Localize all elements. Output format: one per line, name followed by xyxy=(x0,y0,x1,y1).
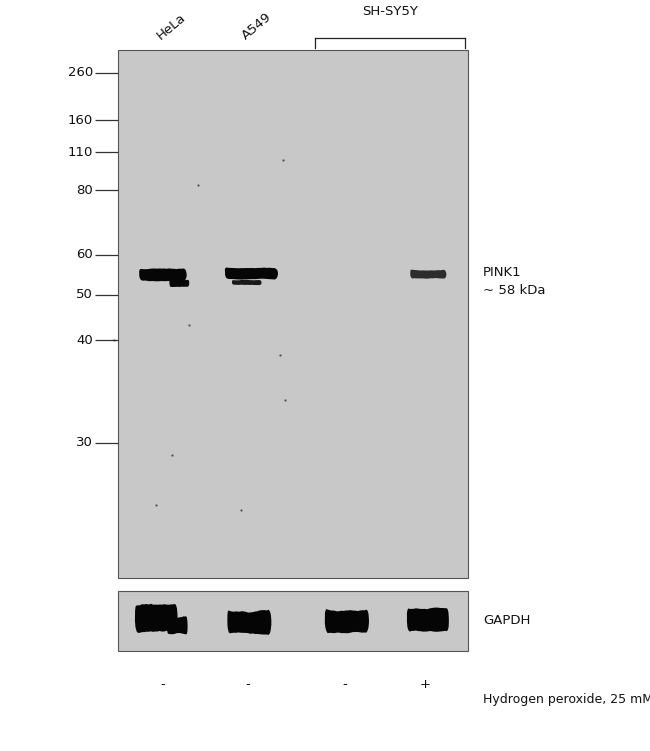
Text: Hydrogen peroxide, 25 mM for 24 hours: Hydrogen peroxide, 25 mM for 24 hours xyxy=(483,693,650,707)
Text: 160: 160 xyxy=(68,113,94,126)
Polygon shape xyxy=(139,268,187,282)
Text: 260: 260 xyxy=(68,67,94,80)
Text: 80: 80 xyxy=(77,183,94,197)
Text: PINK1: PINK1 xyxy=(483,266,521,279)
Text: HeLa: HeLa xyxy=(155,11,188,42)
Text: A549: A549 xyxy=(240,10,274,42)
Polygon shape xyxy=(227,610,271,635)
Text: 40: 40 xyxy=(77,333,94,346)
Text: -: - xyxy=(246,678,250,692)
Polygon shape xyxy=(325,609,369,633)
Polygon shape xyxy=(407,608,449,632)
Polygon shape xyxy=(170,280,189,287)
Text: +: + xyxy=(419,678,430,692)
Text: 50: 50 xyxy=(77,288,94,301)
Bar xyxy=(118,50,468,578)
Text: -: - xyxy=(161,678,165,692)
Text: 30: 30 xyxy=(77,436,94,450)
Text: GAPDH: GAPDH xyxy=(483,614,530,628)
Text: SH-SY5Y: SH-SY5Y xyxy=(362,5,418,18)
Polygon shape xyxy=(229,621,252,633)
Text: 110: 110 xyxy=(68,146,94,158)
Text: 60: 60 xyxy=(77,249,94,261)
Text: -: - xyxy=(343,678,347,692)
Polygon shape xyxy=(410,270,447,279)
Text: ~ 58 kDa: ~ 58 kDa xyxy=(483,283,545,297)
Bar xyxy=(118,591,468,651)
Polygon shape xyxy=(166,617,188,635)
Polygon shape xyxy=(225,267,278,279)
Polygon shape xyxy=(135,604,177,633)
Polygon shape xyxy=(232,280,261,285)
